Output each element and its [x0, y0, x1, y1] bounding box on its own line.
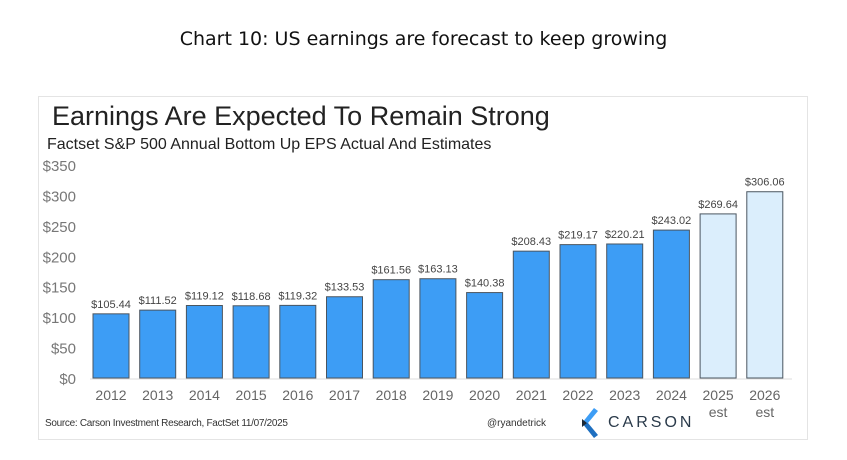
carson-logo: CARSON — [582, 408, 694, 438]
data-label: $133.53 — [325, 282, 365, 294]
x-tick-label: 2012 — [95, 387, 126, 403]
bar-2025-est — [699, 213, 737, 379]
chart-title: Earnings Are Expected To Remain Strong — [52, 101, 550, 131]
x-tick-label: 2019 — [422, 387, 453, 403]
bar-2015 — [232, 305, 270, 379]
bar-2017 — [326, 296, 363, 379]
bar-2022 — [559, 244, 597, 379]
logo-text: CARSON — [608, 414, 695, 431]
data-label: $119.12 — [185, 291, 224, 303]
bar-2023 — [606, 243, 644, 379]
x-tick-label: 2013 — [142, 387, 173, 403]
x-tick-label: 2018 — [376, 387, 407, 403]
author-handle: @ryandetrick — [487, 418, 547, 429]
x-tick-label: 2022 — [562, 387, 593, 403]
bar-2021 — [512, 250, 550, 379]
data-label: $220.21 — [605, 229, 645, 241]
bar-2012 — [92, 313, 130, 379]
bar-2026-est — [746, 191, 784, 379]
data-label: $269.64 — [698, 199, 738, 211]
data-label: $118.68 — [232, 291, 271, 303]
y-tick-label: $100 — [43, 310, 76, 327]
x-tick-label: 2021 — [516, 387, 547, 403]
x-tick-label: 2020 — [469, 387, 500, 403]
bar-2020 — [466, 292, 504, 379]
source-note: Source: Carson Investment Research, Fact… — [45, 418, 288, 429]
y-tick-label: $0 — [59, 371, 76, 388]
y-tick-label: $350 — [43, 158, 76, 175]
data-label: $105.44 — [91, 299, 131, 311]
bar-2016 — [279, 304, 317, 379]
x-tick-label: 2015 — [236, 387, 267, 403]
x-tick-label: 2023 — [609, 387, 640, 403]
data-label: $243.02 — [652, 215, 692, 227]
data-label: $111.52 — [139, 295, 177, 307]
x-tick-label: 2017 — [329, 387, 360, 403]
carson-logo-icon — [582, 408, 598, 438]
y-tick-label: $50 — [51, 341, 76, 358]
bar-2013 — [139, 309, 177, 379]
y-tick-label: $150 — [43, 280, 76, 297]
x-tick-label: 2025 est — [703, 387, 734, 420]
x-tick-label: 2016 — [282, 387, 313, 403]
x-tick-label: 2026 est — [749, 387, 780, 420]
bar-2019 — [419, 278, 457, 379]
data-label: $208.43 — [511, 236, 551, 248]
x-tick-label: 2024 — [656, 387, 687, 403]
data-label: $306.06 — [745, 177, 785, 189]
data-label: $140.38 — [465, 278, 505, 290]
y-tick-label: $250 — [43, 219, 76, 236]
y-tick-label: $300 — [43, 188, 76, 205]
page-title: Chart 10: US earnings are forecast to ke… — [179, 28, 668, 50]
data-label: $163.13 — [418, 264, 458, 276]
bar-2018 — [372, 279, 410, 379]
bar-2024 — [652, 229, 690, 379]
data-label: $219.17 — [558, 230, 598, 242]
data-label: $119.32 — [278, 290, 317, 302]
chart-subtitle: Factset S&P 500 Annual Bottom Up EPS Act… — [47, 136, 492, 153]
data-label: $161.56 — [371, 265, 411, 277]
chart-frame — [38, 96, 808, 440]
x-tick-label: 2014 — [189, 387, 220, 403]
y-tick-label: $200 — [43, 249, 76, 266]
bar-2014 — [185, 305, 223, 379]
